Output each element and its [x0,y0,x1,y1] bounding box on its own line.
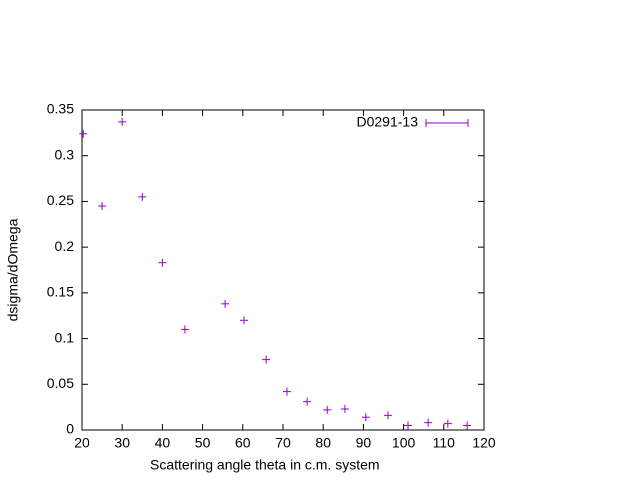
y-tick-label: 0.35 [47,101,74,117]
point [221,299,230,308]
point [361,413,370,422]
x-tick-label: 90 [356,435,372,451]
point [443,419,452,428]
y-tick-label: 0.2 [55,238,75,254]
x-tick-label: 40 [155,435,171,451]
point [424,418,433,427]
point [262,355,271,364]
x-axis-label: Scattering angle theta in c.m. system [150,457,380,473]
y-tick-label: 0.25 [47,192,74,208]
point [180,325,189,334]
point [303,397,312,406]
y-tick-label: 0.05 [47,375,74,391]
x-tick-label: 50 [195,435,211,451]
plot-border [81,109,485,431]
point [463,421,472,430]
point [404,421,413,430]
x-tick-label: 70 [275,435,291,451]
point [240,316,249,325]
x-tick-label: 60 [235,435,251,451]
point [138,192,147,201]
legend-label: D0291-13 [357,114,419,130]
point [158,258,167,267]
x-tick-label: 20 [74,435,90,451]
x-tick-label: 30 [114,435,130,451]
point [340,404,349,413]
point [79,129,88,138]
point [323,405,332,414]
point [383,411,392,420]
x-tick-label: 110 [433,435,456,451]
x-tick-label: 120 [472,435,496,451]
y-tick-label: 0.3 [55,146,75,162]
y-tick-label: 0.1 [55,329,75,345]
x-tick-label: 80 [315,435,331,451]
x-tick-label: 100 [392,435,416,451]
y-axis-label: dsigma/dOmega [5,218,21,321]
point [98,202,107,210]
y-tick-label: 0.15 [47,284,74,300]
point [283,387,292,396]
point [118,117,127,126]
y-tick-label: 0 [66,421,74,437]
